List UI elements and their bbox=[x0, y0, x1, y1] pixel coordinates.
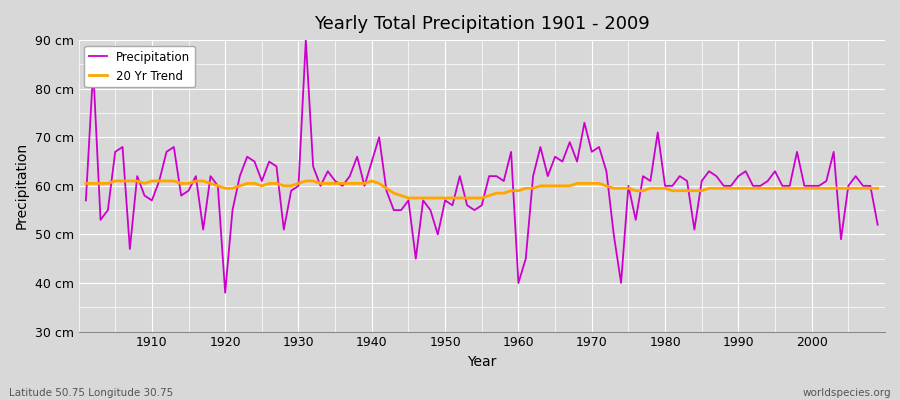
Precipitation bbox=[140, 193, 150, 198]
Precipitation bbox=[616, 281, 626, 286]
Line: 20 Yr Trend: 20 Yr Trend bbox=[86, 181, 878, 198]
20 Yr Trend bbox=[352, 181, 363, 186]
Text: worldspecies.org: worldspecies.org bbox=[803, 388, 891, 398]
Precipitation bbox=[527, 174, 538, 178]
Line: Precipitation: Precipitation bbox=[86, 40, 878, 293]
20 Yr Trend bbox=[872, 186, 883, 191]
20 Yr Trend bbox=[403, 196, 414, 200]
20 Yr Trend bbox=[308, 178, 319, 183]
Precipitation bbox=[359, 184, 370, 188]
Text: Latitude 50.75 Longitude 30.75: Latitude 50.75 Longitude 30.75 bbox=[9, 388, 173, 398]
20 Yr Trend bbox=[527, 186, 538, 191]
X-axis label: Year: Year bbox=[467, 355, 497, 369]
20 Yr Trend bbox=[616, 186, 626, 191]
Precipitation bbox=[80, 198, 91, 203]
Precipitation bbox=[315, 184, 326, 188]
Precipitation bbox=[872, 222, 883, 227]
Legend: Precipitation, 20 Yr Trend: Precipitation, 20 Yr Trend bbox=[85, 46, 195, 87]
20 Yr Trend bbox=[110, 178, 121, 183]
Precipitation bbox=[220, 290, 230, 295]
Title: Yearly Total Precipitation 1901 - 2009: Yearly Total Precipitation 1901 - 2009 bbox=[314, 15, 650, 33]
Y-axis label: Precipitation: Precipitation bbox=[15, 142, 29, 230]
Precipitation bbox=[301, 38, 311, 42]
20 Yr Trend bbox=[520, 186, 531, 191]
20 Yr Trend bbox=[80, 181, 91, 186]
Precipitation bbox=[520, 256, 531, 261]
20 Yr Trend bbox=[147, 178, 158, 183]
